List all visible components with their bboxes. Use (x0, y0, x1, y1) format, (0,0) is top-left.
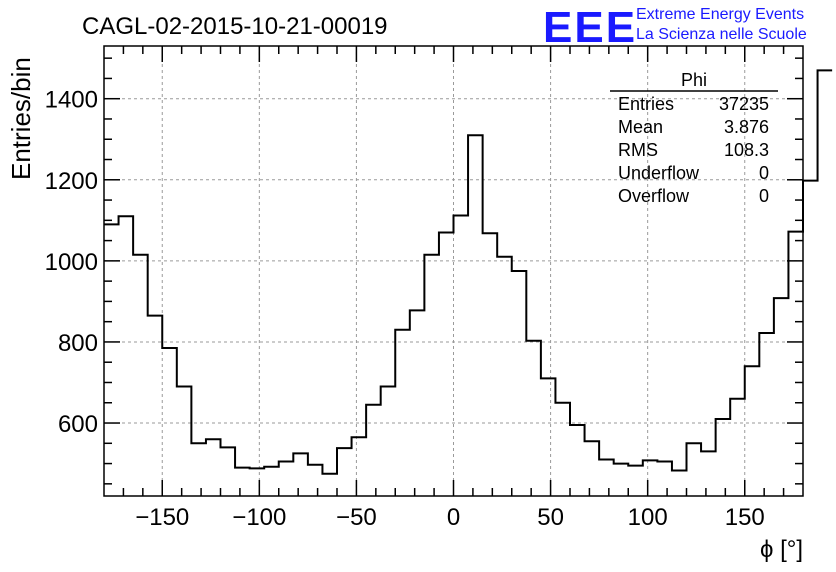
stats-box: Phi Entries 37235 Mean 3.876 RMS 108.3 U… (610, 70, 778, 206)
stats-value-rms: 108.3 (724, 140, 769, 160)
run-title: CAGL-02-2015-10-21-00019 (82, 13, 388, 40)
stats-value-underflow: 0 (759, 163, 769, 183)
stats-value-entries: 37235 (719, 94, 769, 114)
x-tick-label: 100 (628, 504, 668, 531)
logo-line-2: La Scienza nelle Scuole (636, 26, 807, 43)
stats-value-mean: 3.876 (724, 117, 769, 137)
stats-label-mean: Mean (618, 117, 663, 137)
stats-value-overflow: 0 (759, 186, 769, 206)
stats-label-entries: Entries (618, 94, 674, 114)
x-tick-label: 150 (725, 504, 765, 531)
eee-logo: EEE (543, 3, 637, 52)
y-axis-label: Entries/bin (6, 57, 36, 180)
axis-ticks (104, 46, 803, 496)
y-tick-label: 1000 (45, 249, 98, 276)
grid (104, 46, 803, 496)
stats-label-underflow: Underflow (618, 163, 700, 183)
y-tick-label: 1400 (45, 87, 98, 114)
stats-title: Phi (681, 70, 707, 90)
histogram-line (104, 69, 833, 475)
stats-label-overflow: Overflow (618, 186, 690, 206)
stats-label-rms: RMS (618, 140, 658, 160)
logo-line-1: Extreme Energy Events (636, 6, 804, 23)
x-tick-label: 0 (447, 504, 460, 531)
tick-labels: −150 −100 −50 0 50 100 150 600 800 1000 1200 1400 (45, 87, 765, 531)
y-tick-label: 800 (58, 330, 98, 357)
x-tick-label: −100 (232, 504, 286, 531)
x-tick-label: −50 (336, 504, 377, 531)
y-tick-label: 1200 (45, 168, 98, 195)
x-tick-label: 50 (537, 504, 564, 531)
x-axis-label: ϕ [°] (760, 536, 803, 563)
x-tick-label: −150 (135, 504, 189, 531)
y-tick-label: 600 (58, 411, 98, 438)
